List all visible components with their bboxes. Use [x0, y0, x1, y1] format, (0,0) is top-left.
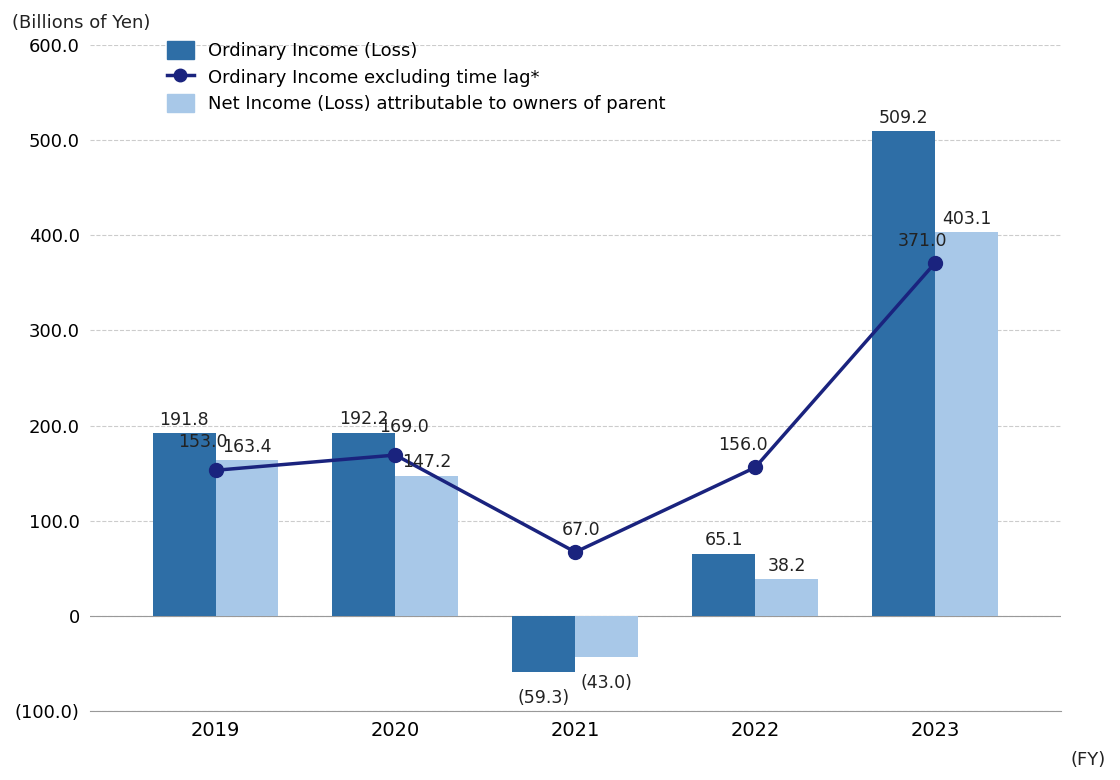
Bar — [872, 131, 935, 616]
Bar — [692, 554, 755, 616]
Text: 403.1: 403.1 — [942, 210, 991, 228]
Bar — [395, 476, 458, 616]
Text: 371.0: 371.0 — [898, 232, 948, 250]
Text: 192.2: 192.2 — [339, 410, 389, 428]
Text: 153.0: 153.0 — [178, 433, 227, 452]
Text: 67.0: 67.0 — [561, 521, 600, 539]
Bar — [755, 580, 819, 616]
Text: 147.2: 147.2 — [402, 453, 451, 471]
Bar — [333, 433, 395, 616]
Text: 38.2: 38.2 — [767, 557, 806, 575]
Text: 509.2: 509.2 — [879, 108, 928, 126]
Bar — [576, 616, 638, 657]
Bar — [152, 434, 215, 616]
Text: 191.8: 191.8 — [159, 410, 208, 428]
Bar — [935, 232, 998, 616]
Text: 163.4: 163.4 — [222, 438, 272, 456]
Text: (43.0): (43.0) — [581, 674, 633, 692]
Legend: Ordinary Income (Loss), Ordinary Income excluding time lag*, Net Income (Loss) a: Ordinary Income (Loss), Ordinary Income … — [167, 41, 665, 113]
Bar — [512, 616, 576, 672]
Text: 156.0: 156.0 — [718, 436, 767, 454]
Bar — [215, 460, 279, 616]
Text: (FY): (FY) — [1071, 751, 1107, 769]
Text: 169.0: 169.0 — [380, 418, 429, 436]
Text: (Billions of Yen): (Billions of Yen) — [12, 14, 150, 32]
Text: (59.3): (59.3) — [517, 690, 570, 707]
Text: 65.1: 65.1 — [704, 531, 743, 549]
